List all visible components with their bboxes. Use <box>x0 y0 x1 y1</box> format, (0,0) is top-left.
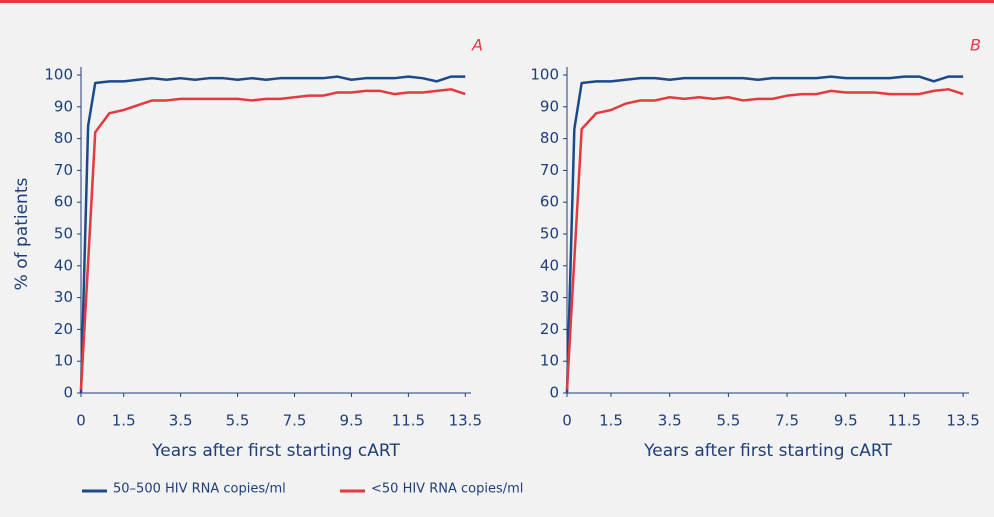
x-tick-label: 7.5 <box>775 412 799 430</box>
y-tick-label: 60 <box>54 193 73 211</box>
x-axis-label: Years after first starting cART <box>643 441 892 461</box>
panel-label: A <box>471 36 483 55</box>
series-line <box>565 88 964 390</box>
x-tick-label: 9.5 <box>834 412 858 430</box>
y-tick-label: 20 <box>54 320 73 338</box>
x-tick-label: 3.5 <box>169 412 193 430</box>
y-tick-label: 70 <box>54 161 73 179</box>
y-tick-label: 10 <box>540 352 559 370</box>
y-tick-label: 60 <box>540 193 559 211</box>
x-axis-label: Years after first starting cART <box>151 441 400 461</box>
y-axis-label: % of patients <box>12 178 32 291</box>
x-tick-label: 3.5 <box>658 412 682 430</box>
x-tick-label: 13.5 <box>449 412 482 430</box>
y-tick-label: 50 <box>540 225 559 243</box>
y-tick-label: 30 <box>540 288 559 306</box>
x-tick-label: 5.5 <box>226 412 250 430</box>
x-tick-label: 5.5 <box>716 412 740 430</box>
y-tick-label: 90 <box>54 97 73 115</box>
y-tick-label: 0 <box>63 384 73 402</box>
y-tick-label: 50 <box>54 225 73 243</box>
y-tick-label: 70 <box>540 161 559 179</box>
legend-label: 50–500 HIV RNA copies/ml <box>113 482 286 497</box>
y-tick-label: 20 <box>540 320 559 338</box>
y-tick-label: 30 <box>54 288 73 306</box>
y-tick-label: 100 <box>44 66 73 84</box>
y-tick-label: 90 <box>540 97 559 115</box>
y-tick-label: 80 <box>54 129 73 147</box>
series-line <box>565 75 964 394</box>
legend-label: <50 HIV RNA copies/ml <box>371 482 523 497</box>
top-rule <box>0 0 994 3</box>
series-line <box>79 75 466 394</box>
y-tick-label: 80 <box>540 129 559 147</box>
y-tick-label: 100 <box>530 66 559 84</box>
x-tick-label: 1.5 <box>599 412 623 430</box>
panel-label: B <box>970 36 981 55</box>
x-tick-label: 11.5 <box>888 412 921 430</box>
x-tick-label: 0 <box>562 412 572 430</box>
x-tick-label: 1.5 <box>112 412 136 430</box>
series-line <box>79 88 466 390</box>
x-tick-label: 9.5 <box>340 412 364 430</box>
y-tick-label: 40 <box>540 256 559 274</box>
y-tick-label: 10 <box>54 352 73 370</box>
x-tick-label: 11.5 <box>392 412 425 430</box>
x-tick-label: 7.5 <box>283 412 307 430</box>
x-tick-label: 13.5 <box>946 412 979 430</box>
x-tick-label: 0 <box>76 412 86 430</box>
y-tick-label: 40 <box>54 256 73 274</box>
y-tick-label: 0 <box>549 384 559 402</box>
